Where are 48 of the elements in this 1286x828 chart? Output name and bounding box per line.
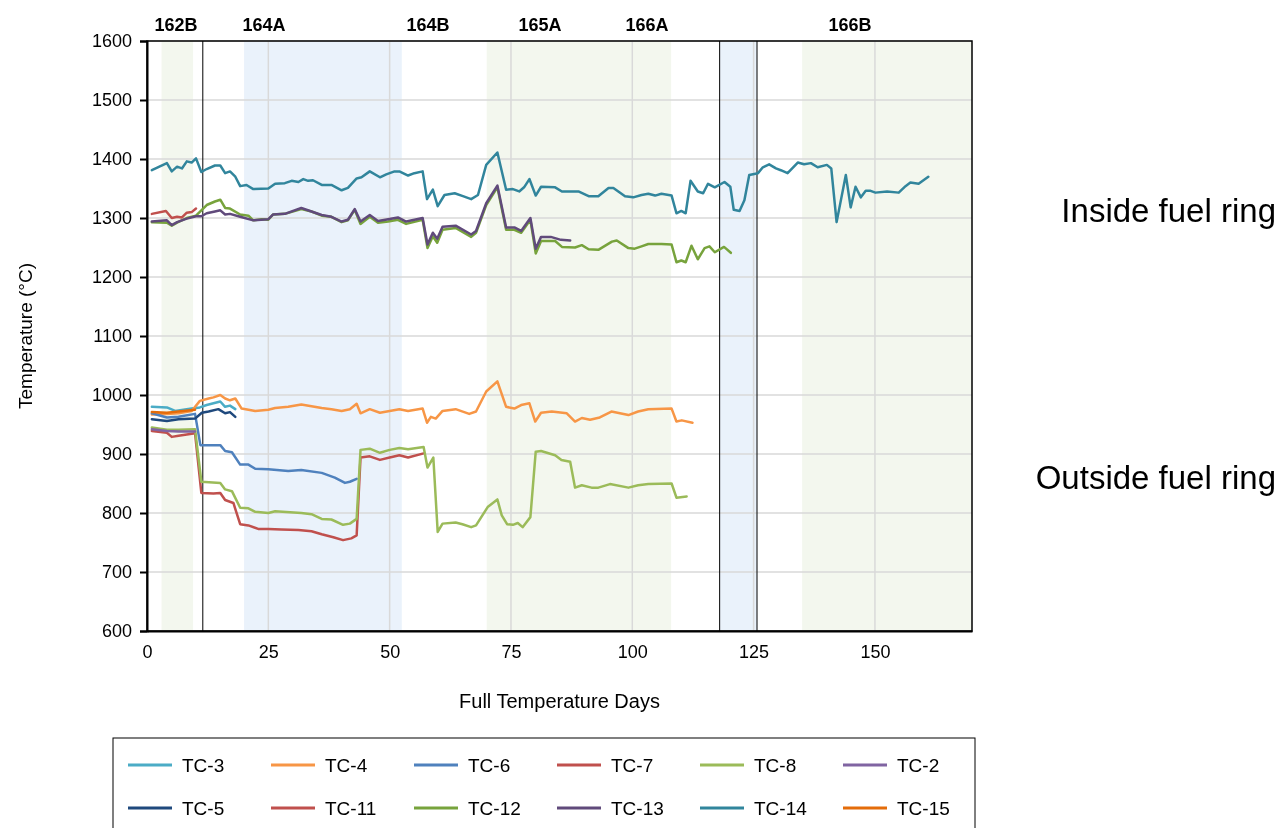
text: 166B	[828, 15, 872, 35]
line-series	[150, 426, 688, 534]
line-series	[150, 151, 930, 224]
text: 165A	[518, 15, 562, 35]
legend-label: TC-4	[325, 755, 368, 776]
legend-label: TC-8	[754, 755, 797, 776]
text: 164B	[406, 15, 450, 35]
y-tick-label: 1000	[91, 385, 132, 406]
y-tick-label: 1400	[91, 149, 132, 170]
x-tick-label: 50	[380, 641, 401, 662]
legend-label: TC-3	[182, 755, 225, 776]
x-tick-label: 75	[501, 641, 522, 662]
line-series	[150, 400, 237, 413]
x-tick-label: 100	[617, 641, 648, 662]
y-tick-label: 1100	[93, 326, 132, 347]
line-series	[150, 380, 694, 424]
y-tick-label: 1600	[91, 31, 132, 52]
legend-label: TC-14	[754, 798, 808, 819]
x-tick-label: 125	[739, 641, 770, 662]
text: 164A	[242, 15, 286, 35]
y-tick-label: 1200	[91, 267, 132, 288]
y-tick-label: 600	[101, 621, 132, 642]
x-tick-label: 150	[860, 641, 891, 662]
y-axis-title: Temperature (°C)	[15, 263, 36, 409]
x-tick-label: 25	[258, 641, 279, 662]
line-series	[150, 184, 572, 250]
legend-label: TC-6	[468, 755, 511, 776]
legend-label: TC-13	[611, 798, 664, 819]
legend-label: TC-11	[325, 798, 377, 819]
y-tick-label: 900	[101, 444, 132, 465]
text: Outside fuel ring	[1035, 459, 1276, 496]
line-series	[150, 207, 198, 220]
legend-label: TC-7	[611, 755, 654, 776]
x-tick-label: 0	[142, 641, 153, 662]
legend-label: TC-5	[182, 798, 225, 819]
text: Inside fuel ring	[1061, 192, 1276, 229]
y-tick-label: 700	[101, 562, 132, 583]
legend-label: TC-12	[468, 798, 521, 819]
legend-label: TC-2	[897, 755, 940, 776]
y-tick-label: 1300	[91, 208, 132, 229]
x-axis-title: Full Temperature Days	[459, 690, 660, 712]
y-tick-label: 800	[101, 503, 132, 524]
text: 166A	[625, 15, 669, 35]
text: 162B	[154, 15, 198, 35]
line-series	[150, 407, 237, 423]
legend-label: TC-15	[897, 798, 950, 819]
line-series	[150, 412, 358, 485]
y-tick-label: 1500	[91, 90, 132, 111]
